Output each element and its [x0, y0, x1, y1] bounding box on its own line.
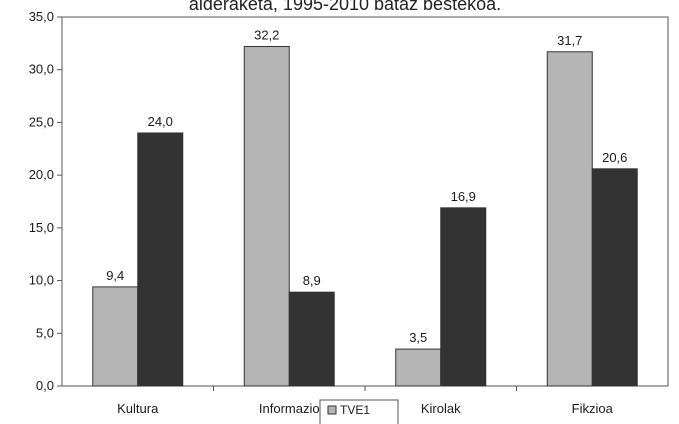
bar-tve1: [546, 51, 593, 387]
bar-series-2: [288, 291, 335, 387]
legend-label-tve1: TVE1: [340, 403, 370, 417]
data-label-tve1: 3,5: [409, 330, 427, 345]
y-tick-label: 20,0: [29, 167, 54, 182]
bar-series-2: [440, 207, 487, 387]
y-tick-label: 0,0: [36, 378, 54, 393]
bar-tve1: [92, 286, 139, 387]
y-tick-label: 10,0: [29, 273, 54, 288]
y-tick-label: 35,0: [29, 9, 54, 24]
x-category-label: Fikzioa: [572, 401, 614, 416]
chart-title: alderaketa, 1995-2010 bataz bestekoa.: [189, 0, 501, 14]
bar-series-2: [591, 168, 638, 387]
bar-tve1: [395, 348, 442, 387]
bar-tve1: [243, 46, 290, 387]
bar-series-2: [137, 132, 184, 387]
x-category-label: Informazio: [259, 401, 320, 416]
data-label-tve1: 31,7: [557, 33, 582, 48]
y-tick-label: 15,0: [29, 220, 54, 235]
data-label-series-2: 8,9: [303, 273, 321, 288]
data-label-tve1: 32,2: [254, 28, 279, 43]
plot-area: 0,0 5,0 10,0 15,0 20,0 25,0 30,0 35,0 9,4 24,0 Kul…: [29, 9, 669, 416]
data-label-tve1: 9,4: [106, 268, 124, 283]
y-tick-label: 30,0: [29, 62, 54, 77]
x-category-label: Kirolak: [421, 401, 461, 416]
legend-swatch-tve1: [327, 405, 337, 415]
data-label-series-2: 24,0: [148, 114, 173, 129]
data-label-series-2: 20,6: [602, 150, 627, 165]
y-tick-label: 5,0: [36, 325, 54, 340]
data-label-series-2: 16,9: [451, 189, 476, 204]
x-category-label: Kultura: [117, 401, 159, 416]
y-tick-label: 25,0: [29, 114, 54, 129]
